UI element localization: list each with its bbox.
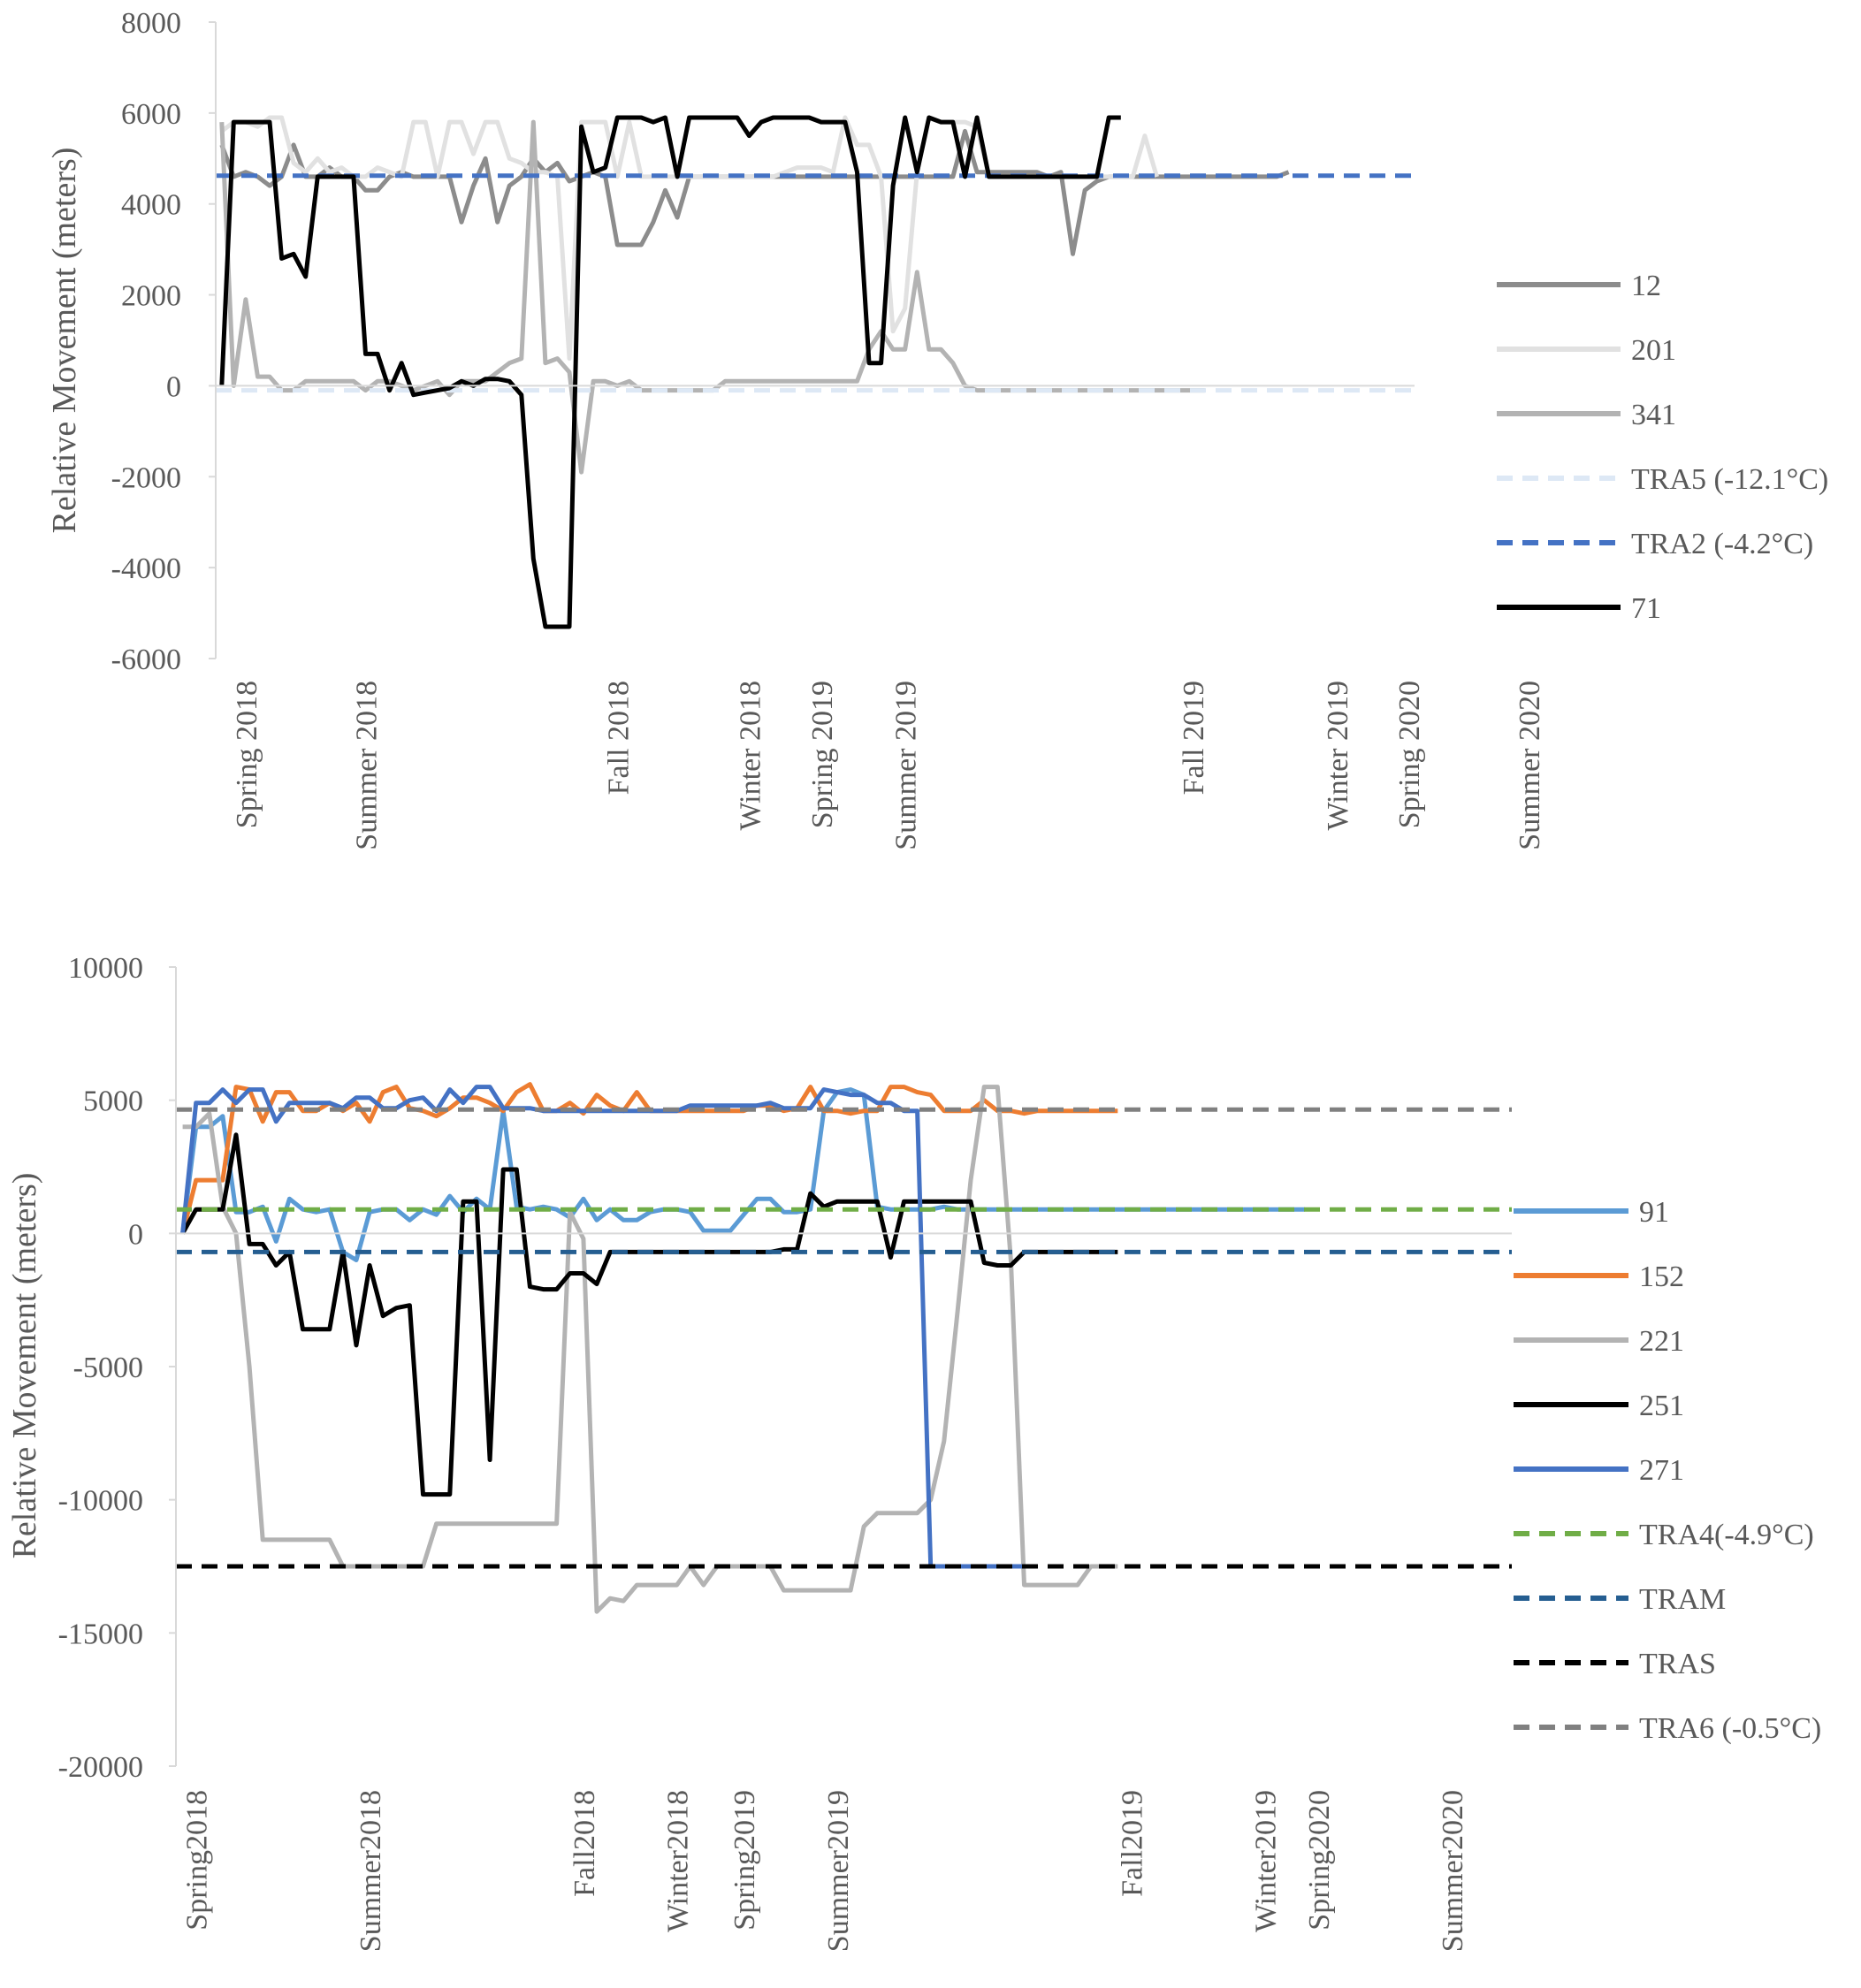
series-line-12 xyxy=(219,128,1290,256)
x-tick-label: Fall 2018 xyxy=(602,681,635,795)
axes: 10000 5000 0 -5000 -10000 -15000 -20000 Spring2… xyxy=(58,952,1512,1952)
series-line-91 xyxy=(180,1087,1305,1262)
x-tick-label: Spring2020 xyxy=(1303,1790,1336,1931)
legend-label-341: 341 xyxy=(1631,399,1676,431)
x-tick-label: Summer 2020 xyxy=(1514,681,1546,850)
legend-label-221: 221 xyxy=(1639,1325,1684,1358)
x-tick-label: Summer 2019 xyxy=(890,681,923,850)
series-line-221 xyxy=(182,1085,1118,1614)
y-tick-label: 4000 xyxy=(121,189,181,222)
legend-label-251: 251 xyxy=(1639,1390,1684,1422)
legend-label-tras: TRAS xyxy=(1639,1648,1716,1680)
legend-label-152: 152 xyxy=(1639,1261,1684,1293)
x-tick-label: Winter2019 xyxy=(1249,1790,1282,1932)
chart-top: 8000 6000 4000 2000 0 -2000 -4000 -6000 Spring 2… xyxy=(46,7,1828,850)
y-axis-title: Relative Movement (meters) xyxy=(46,148,83,534)
legend-label-71: 71 xyxy=(1631,592,1661,625)
legend-label-12: 12 xyxy=(1631,270,1661,302)
y-tick-label: 0 xyxy=(128,1218,143,1251)
y-tick-label: -5000 xyxy=(73,1352,143,1384)
x-tick-label: Spring 2019 xyxy=(806,681,839,828)
x-tick-label: Spring2019 xyxy=(728,1790,761,1931)
x-tick-label: Fall 2019 xyxy=(1178,681,1210,795)
axes: 8000 6000 4000 2000 0 -2000 -4000 -6000 Spring 2… xyxy=(111,7,1546,850)
series-line-271 xyxy=(180,1085,1038,1569)
x-tick-label: Winter 2018 xyxy=(734,681,767,831)
y-tick-label: 8000 xyxy=(121,7,181,40)
x-tick-label: Spring 2018 xyxy=(231,681,263,828)
series-line-71 xyxy=(219,115,1121,629)
legend-label-201: 201 xyxy=(1631,334,1676,367)
series-layer xyxy=(216,115,1415,629)
legend-label-tram: TRAM xyxy=(1639,1583,1726,1616)
legend-label-tra4-4-9-c: TRA4(-4.9°C) xyxy=(1639,1519,1814,1551)
y-tick-label: 6000 xyxy=(121,98,181,131)
legend-label-tra2-4-2-c: TRA2 (-4.2°C) xyxy=(1631,528,1813,560)
y-tick-label: 2000 xyxy=(121,280,181,313)
series-layer xyxy=(176,1082,1512,1614)
chart-bottom: 10000 5000 0 -5000 -10000 -15000 -20000 Spring2… xyxy=(6,952,1821,1952)
x-tick-label: Summer2019 xyxy=(822,1790,855,1952)
legend-label-tra5-12-1-c: TRA5 (-12.1°C) xyxy=(1631,463,1828,496)
legend-label-91: 91 xyxy=(1639,1196,1669,1229)
y-tick-label: 10000 xyxy=(68,952,143,985)
legend: 91 152 221 251 271 TRA4(-4.9°C) TRAM TRAS TRA6 (… xyxy=(1514,1196,1821,1745)
x-tick-label: Spring 2020 xyxy=(1393,681,1426,828)
y-tick-label: 0 xyxy=(166,370,181,403)
y-tick-label: -15000 xyxy=(58,1618,143,1650)
legend-label-271: 271 xyxy=(1639,1454,1684,1487)
y-tick-label: -2000 xyxy=(111,461,181,494)
legend-label-tra6-0-5-c: TRA6 (-0.5°C) xyxy=(1639,1712,1821,1745)
x-tick-label: Summer 2018 xyxy=(351,681,384,850)
x-tick-label: Summer2018 xyxy=(355,1790,387,1952)
y-tick-label: -10000 xyxy=(58,1485,143,1518)
legend: 12 201 341 TRA5 (-12.1°C) TRA2 (-4.2°C) 71 xyxy=(1497,270,1828,625)
y-tick-label: 5000 xyxy=(83,1085,143,1118)
y-axis-title: Relative Movement (meters) xyxy=(6,1173,43,1559)
x-tick-label: Summer2020 xyxy=(1437,1790,1469,1952)
y-tick-label: -20000 xyxy=(58,1751,143,1784)
x-tick-label: Fall2019 xyxy=(1116,1790,1148,1897)
x-tick-label: Fall2018 xyxy=(568,1790,601,1897)
y-tick-label: -6000 xyxy=(111,644,181,676)
series-line-251 xyxy=(180,1132,1118,1497)
x-tick-label: Winter2018 xyxy=(662,1790,695,1932)
x-tick-label: Spring2018 xyxy=(181,1790,214,1931)
y-tick-label: -4000 xyxy=(111,552,181,585)
x-tick-label: Winter 2019 xyxy=(1322,681,1354,831)
